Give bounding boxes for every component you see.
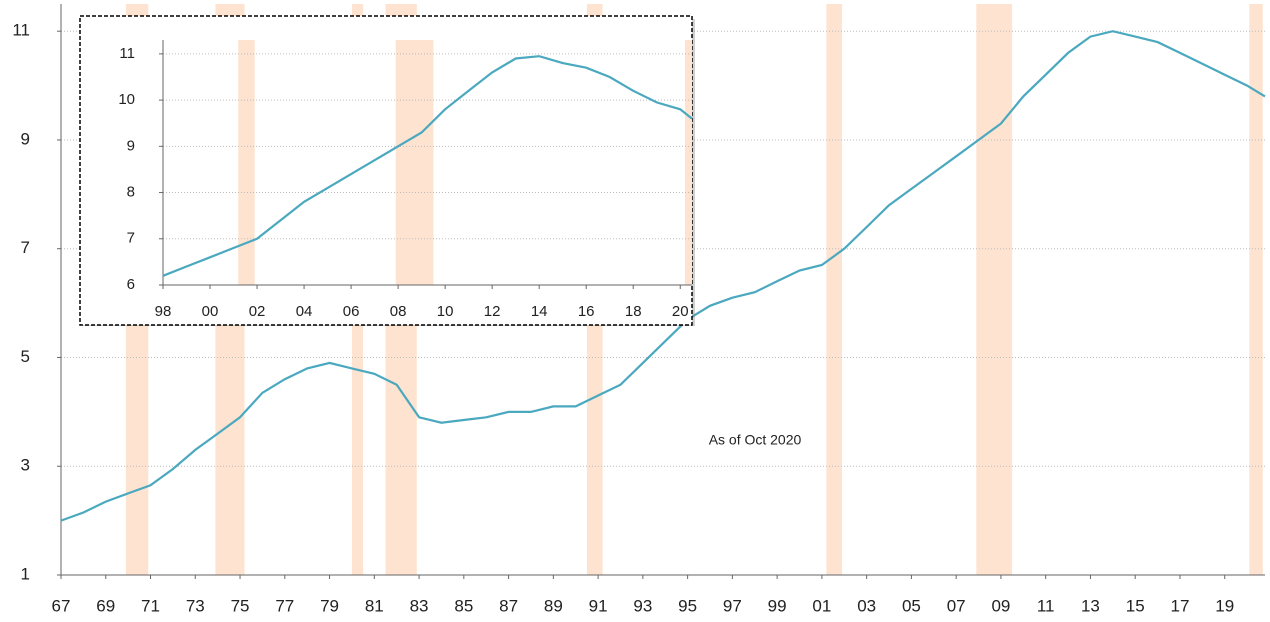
- x-tick-label: 04: [296, 303, 313, 320]
- x-tick-label: 03: [857, 596, 876, 615]
- x-tick-label: 69: [96, 596, 115, 615]
- x-tick-label: 10: [437, 303, 454, 320]
- y-tick-label: 9: [127, 137, 135, 154]
- x-tick-label: 18: [625, 303, 642, 320]
- recession-band: [684, 40, 692, 285]
- y-tick-label: 8: [127, 184, 135, 201]
- x-tick-label: 09: [991, 596, 1010, 615]
- y-tick-label: 11: [12, 21, 30, 40]
- recession-band: [1249, 4, 1263, 575]
- y-tick-label: 5: [21, 347, 30, 366]
- x-tick-label: 81: [365, 596, 384, 615]
- recession-band: [238, 40, 255, 285]
- y-tick-label: 3: [21, 456, 30, 475]
- y-tick-label: 7: [21, 238, 30, 257]
- x-tick-label: 95: [678, 596, 697, 615]
- x-tick-label: 85: [454, 596, 473, 615]
- x-tick-label: 02: [249, 303, 266, 320]
- recession-band: [976, 4, 1013, 575]
- recession-band: [826, 4, 843, 575]
- x-tick-label: 14: [531, 303, 548, 320]
- x-tick-label: 08: [390, 303, 407, 320]
- x-tick-label: 17: [1170, 596, 1189, 615]
- x-tick-label: 00: [202, 303, 219, 320]
- annotation: As of Oct 2020: [709, 432, 802, 448]
- line-series: [162, 55, 693, 277]
- y-tick-label: 10: [118, 91, 135, 108]
- x-tick-label: 12: [484, 303, 501, 320]
- x-tick-label: 05: [902, 596, 921, 615]
- y-tick-label: 1: [21, 564, 30, 583]
- x-tick-label: 89: [544, 596, 563, 615]
- x-tick-label: 98: [155, 303, 172, 320]
- x-tick-label: 71: [141, 596, 160, 615]
- y-tick-label: 6: [127, 276, 135, 293]
- inset-frame: [79, 15, 693, 326]
- x-tick-label: 13: [1081, 596, 1100, 615]
- x-tick-label: 20: [672, 303, 689, 320]
- x-tick-label: 01: [812, 596, 831, 615]
- x-tick-label: 87: [499, 596, 518, 615]
- x-tick-label: 79: [320, 596, 339, 615]
- y-tick-label: 7: [127, 230, 135, 247]
- x-tick-label: 97: [723, 596, 742, 615]
- x-tick-label: 15: [1126, 596, 1145, 615]
- x-tick-label: 16: [578, 303, 595, 320]
- x-tick-label: 77: [275, 596, 294, 615]
- x-tick-label: 11: [1037, 596, 1055, 615]
- x-tick-label: 75: [231, 596, 250, 615]
- line-series: [60, 30, 1266, 522]
- x-tick-label: 67: [52, 596, 71, 615]
- x-tick-label: 07: [947, 596, 966, 615]
- x-tick-label: 83: [410, 596, 429, 615]
- inset-chart: 6 7 8 9 10 11 98 00 02 04 06 08 10 12 14 16 18 20: [79, 15, 695, 326]
- x-tick-label: 93: [633, 596, 652, 615]
- x-tick-label: 73: [186, 596, 205, 615]
- x-tick-label: 99: [768, 596, 787, 615]
- y-tick-label: 9: [21, 129, 30, 148]
- recession-band: [395, 40, 434, 285]
- x-tick-label: 19: [1215, 596, 1234, 615]
- y-tick-label: 11: [119, 45, 135, 62]
- x-tick-label: 06: [343, 303, 360, 320]
- x-tick-label: 91: [589, 596, 608, 615]
